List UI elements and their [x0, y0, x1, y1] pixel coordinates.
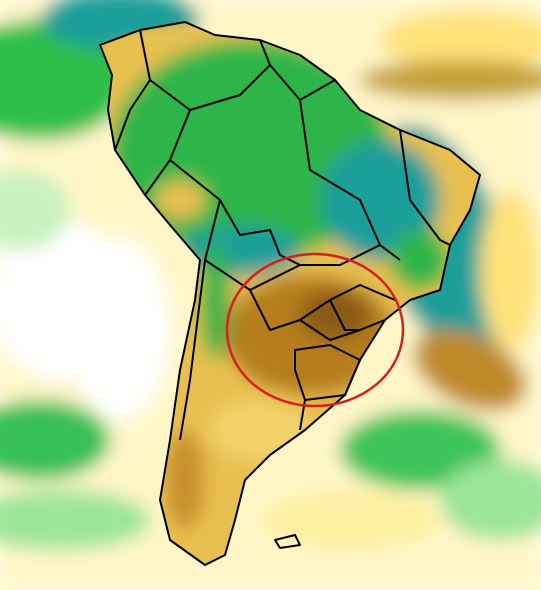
highlight-circle [225, 252, 405, 408]
country-borders [99, 21, 481, 566]
